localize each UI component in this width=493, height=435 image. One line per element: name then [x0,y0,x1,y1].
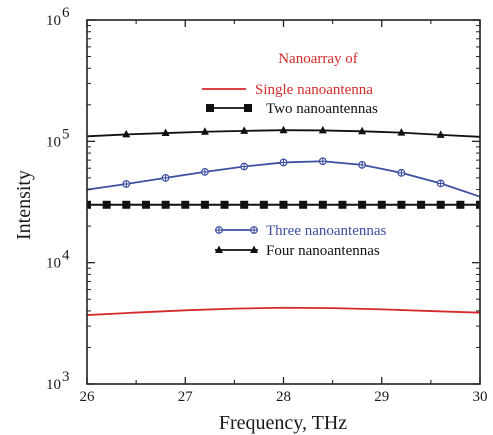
y-tick-label: 10 [46,134,61,150]
data-point-four-nanoantennas [318,125,327,134]
x-tick-label: 28 [276,389,291,405]
y-tick-exponent: 3 [62,369,70,385]
legend-marker-two-nanoantennas [206,104,214,112]
legend: Nanoarray of Single nanoantenna Two nanoan… [202,51,387,259]
x-tick-label: 30 [473,389,488,405]
data-point-two-nanoantennas [358,200,367,209]
data-point-three-nanoantennas [318,157,327,166]
legend-item-four-nanoantennas: Four nanoantennas [215,243,380,259]
series-two-nanoantennas [87,200,480,209]
data-point-two-nanoantennas [456,200,465,209]
legend-item-three-nanoantennas: Three nanoantennas [215,223,387,239]
legend-marker-four-nanoantennas [215,245,223,253]
data-point-three-nanoantennas [358,160,367,169]
legend-label-single-nanoantenna: Single nanoantenna [255,82,373,98]
data-point-four-nanoantennas [436,130,445,138]
data-point-four-nanoantennas [122,129,131,138]
y-tick-label: 10 [46,13,61,29]
data-point-three-nanoantennas [200,167,209,176]
y-tick-exponent: 5 [62,126,70,142]
data-point-two-nanoantennas [220,200,229,209]
data-point-two-nanoantennas [102,200,111,209]
data-point-four-nanoantennas [279,125,288,134]
data-point-two-nanoantennas [161,200,170,209]
data-point-three-nanoantennas [436,179,445,188]
data-point-two-nanoantennas [279,200,288,209]
legend-item-two-nanoantennas: Two nanoantennas [206,101,378,117]
data-point-three-nanoantennas [122,180,131,188]
legend-marker-four-nanoantennas [250,245,258,253]
x-tick-label: 29 [374,389,389,405]
x-tick-label: 26 [80,389,96,405]
data-point-three-nanoantennas [279,158,288,167]
y-tick-label: 10 [46,256,61,272]
data-point-three-nanoantennas [397,168,406,177]
data-point-four-nanoantennas [358,126,367,135]
series-layer [87,125,480,316]
data-point-four-nanoantennas [397,128,406,136]
y-tick-exponent: 6 [62,5,70,21]
x-axis-title: Frequency, THz [219,412,347,434]
data-point-four-nanoantennas [200,127,209,135]
data-point-two-nanoantennas [259,200,268,209]
data-point-three-nanoantennas [240,162,249,171]
data-point-four-nanoantennas [240,126,249,134]
legend-label-two-nanoantennas: Two nanoantennas [266,101,378,117]
legend-item-single-nanoantenna: Single nanoantenna [202,82,373,98]
legend-label-three-nanoantennas: Three nanoantennas [266,223,387,239]
data-point-two-nanoantennas [181,200,190,209]
series-single-nanoantenna [87,306,480,316]
x-tick-label: 27 [178,389,194,405]
series-line-single-nanoantenna [87,306,480,316]
series-line-three-nanoantennas [87,160,480,198]
data-point-two-nanoantennas [318,200,327,209]
data-point-two-nanoantennas [122,200,131,209]
legend-marker-three-nanoantennas [250,226,258,234]
data-point-two-nanoantennas [299,200,308,209]
data-point-two-nanoantennas [338,200,347,209]
data-point-four-nanoantennas [161,128,170,137]
legend-marker-two-nanoantennas [244,104,252,112]
data-point-two-nanoantennas [240,200,249,209]
series-three-nanoantennas [87,157,480,198]
legend-marker-three-nanoantennas [215,226,223,234]
data-point-two-nanoantennas [141,200,150,209]
legend-heading: Nanoarray of [278,51,358,67]
data-point-two-nanoantennas [200,200,209,209]
y-axis-title: Intensity [13,170,35,240]
legend-label-four-nanoantennas: Four nanoantennas [266,243,380,259]
y-tick-exponent: 4 [62,248,70,264]
series-four-nanoantennas [87,125,480,138]
y-tick-label: 10 [46,377,61,393]
data-point-two-nanoantennas [417,200,426,209]
data-point-two-nanoantennas [436,200,445,209]
data-point-two-nanoantennas [377,200,386,209]
data-point-three-nanoantennas [161,173,170,182]
data-point-two-nanoantennas [397,200,406,209]
